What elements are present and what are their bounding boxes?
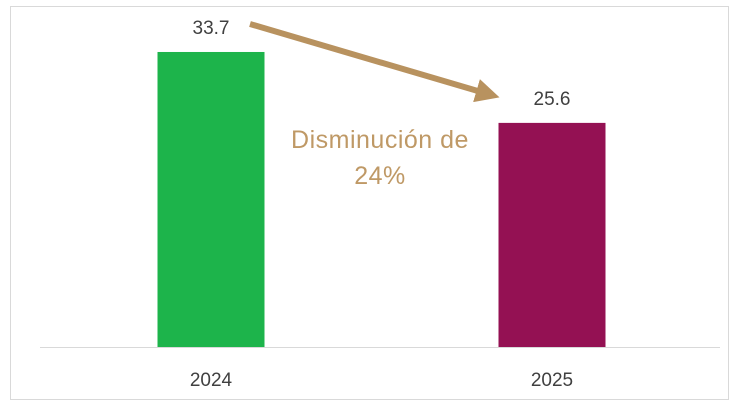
data-label: 33.7 <box>193 18 230 39</box>
x-tick-label: 2025 <box>531 370 573 391</box>
bar <box>157 51 265 348</box>
x-tick-label: 2024 <box>190 370 233 391</box>
trend-arrow <box>249 21 500 103</box>
chart-border <box>10 6 729 400</box>
data-label: 25.6 <box>534 89 571 110</box>
annotation: Disminución de 24% <box>291 126 469 190</box>
bar <box>498 122 606 347</box>
